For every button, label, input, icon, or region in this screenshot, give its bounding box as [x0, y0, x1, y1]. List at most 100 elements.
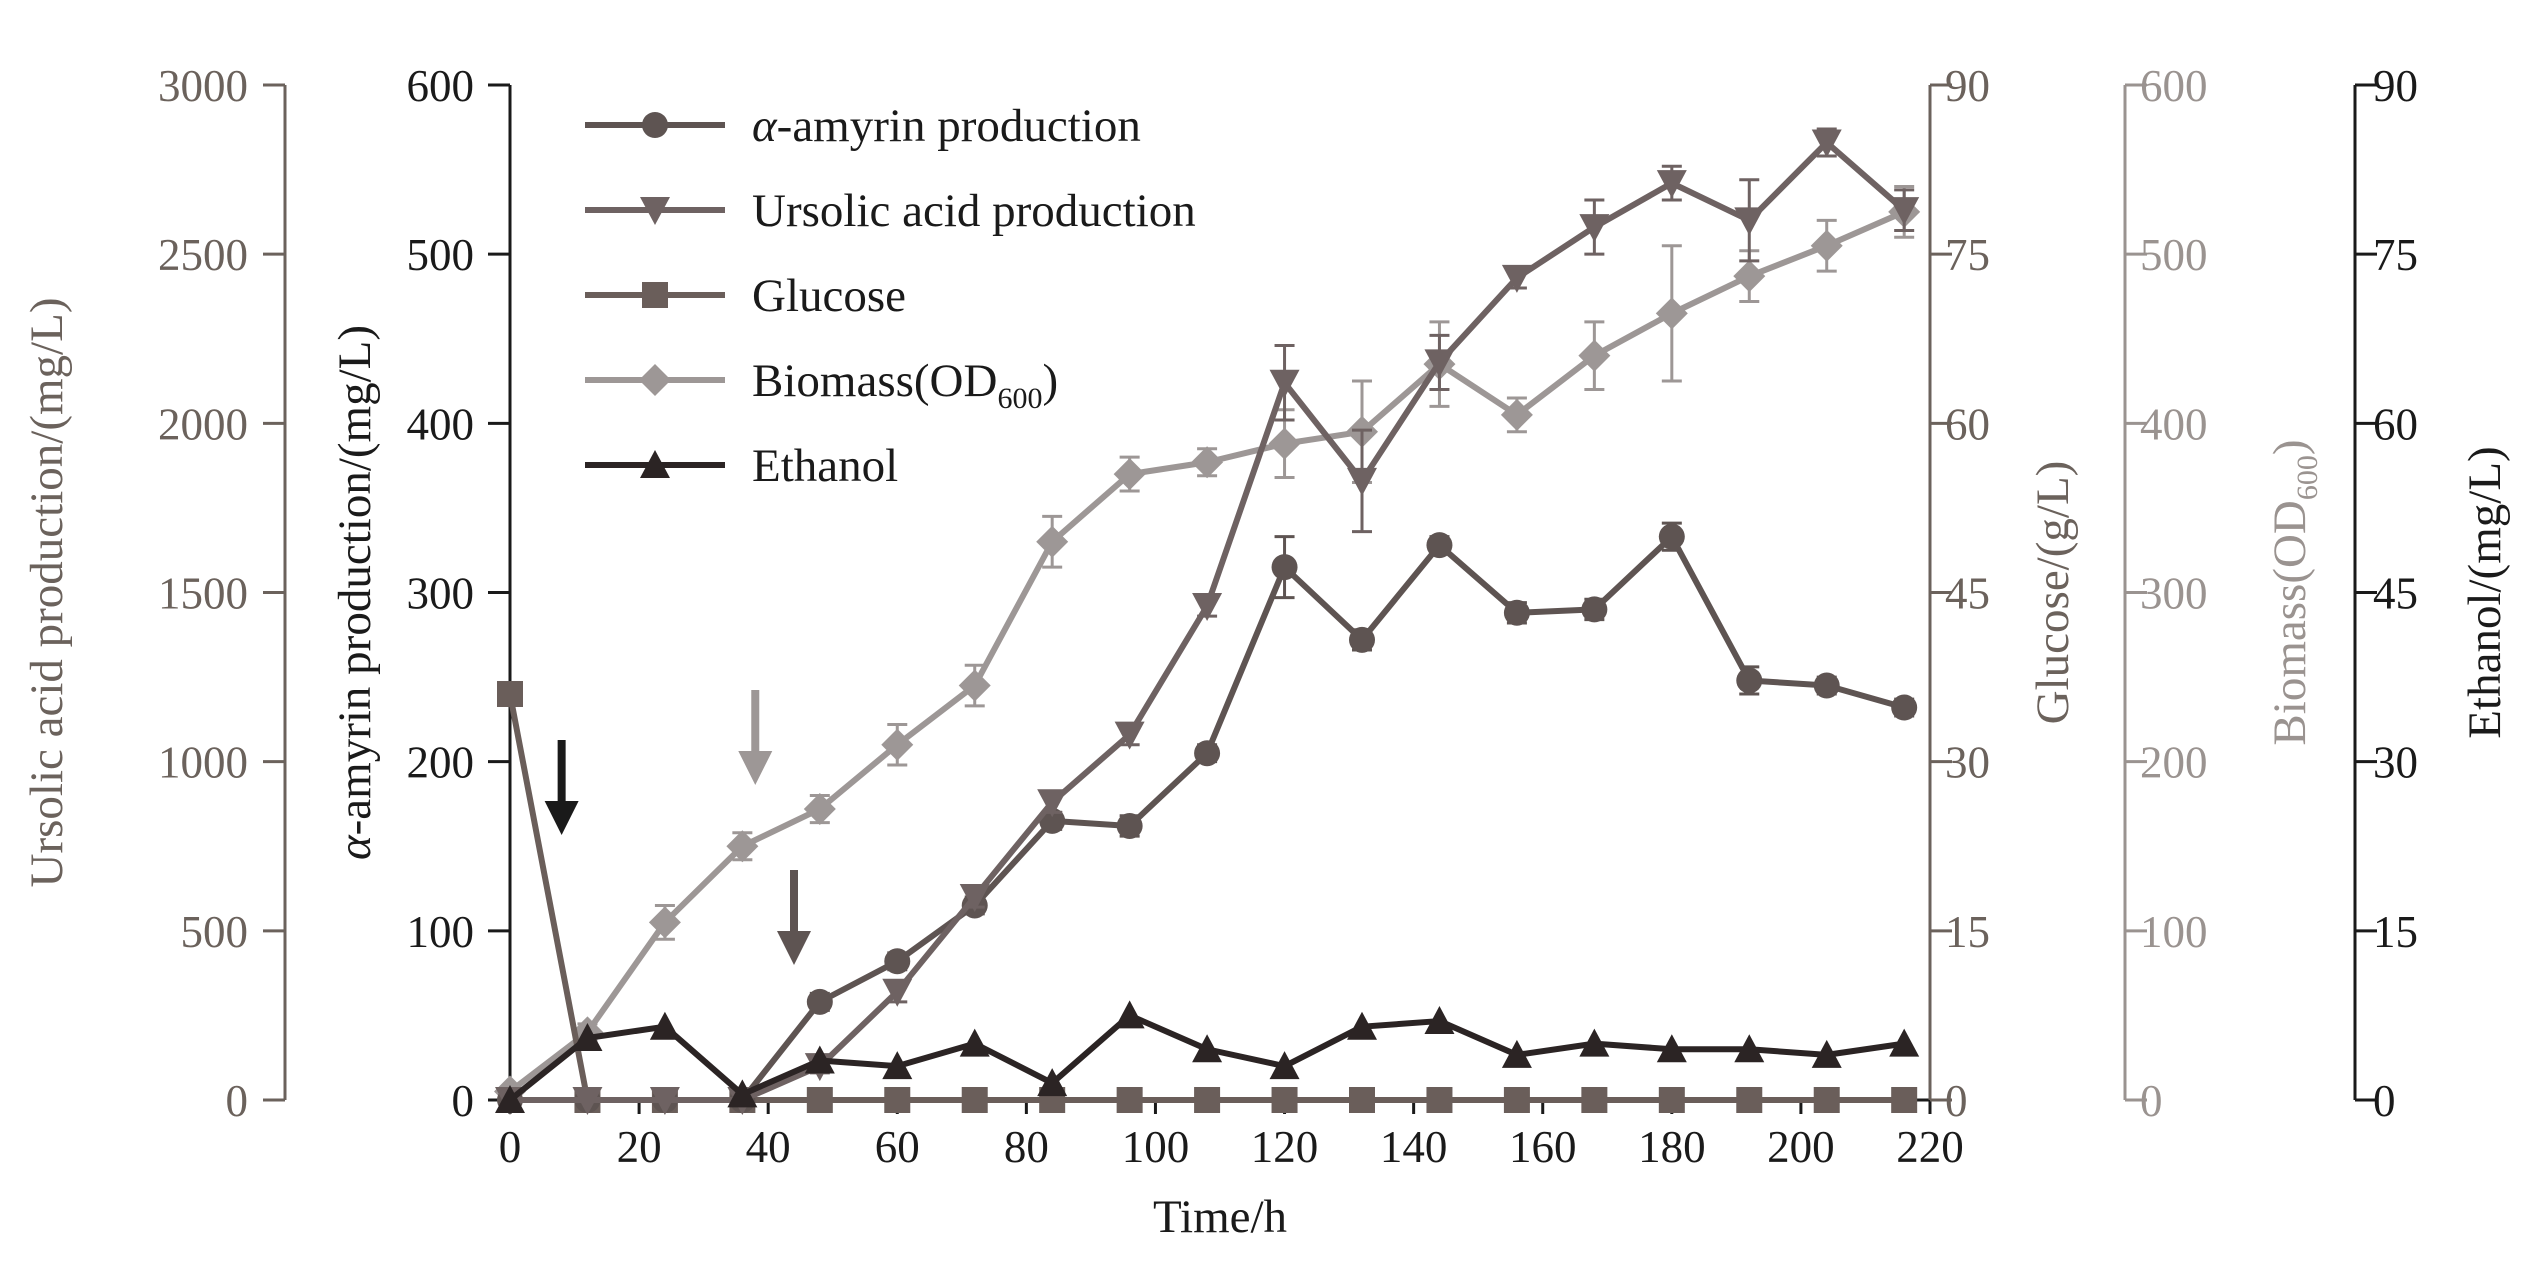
y-tick-label-biomass: 200 — [2140, 738, 2208, 788]
data-point — [648, 906, 681, 939]
data-point — [1581, 596, 1608, 623]
y-tick-label-amyrin: 300 — [407, 569, 475, 619]
y-tick-label-ursolic: 1500 — [158, 569, 248, 619]
data-point — [572, 1087, 603, 1115]
data-point — [497, 681, 523, 707]
y-tick-label-ursolic: 3000 — [158, 61, 248, 111]
data-point — [1268, 427, 1301, 460]
data-point — [1114, 721, 1145, 750]
data-point — [1579, 1028, 1610, 1057]
data-point — [1501, 264, 1532, 293]
x-axis-title: Time/h — [1153, 1191, 1287, 1243]
series-ethanol — [495, 1000, 1920, 1113]
data-point — [1656, 170, 1687, 199]
data-point — [1891, 694, 1918, 721]
y-tick-label-biomass: 500 — [2140, 230, 2208, 280]
x-tick-label: 20 — [617, 1122, 662, 1172]
data-point — [1578, 339, 1611, 372]
x-tick-label: 40 — [746, 1122, 791, 1172]
legend-item: α-amyrin production — [585, 100, 1141, 152]
y-tick-label-ursolic: 1000 — [158, 738, 248, 788]
data-point — [1813, 1087, 1840, 1113]
legend-label: Ethanol — [752, 440, 898, 492]
x-tick-label: 120 — [1251, 1122, 1319, 1172]
y-tick-label-ethanol: 45 — [2373, 569, 2418, 619]
legend-swatch-marker — [642, 112, 668, 138]
y-tick-label-amyrin: 200 — [407, 738, 475, 788]
y-tick-label-biomass: 100 — [2140, 907, 2208, 957]
y-tick-label-biomass: 400 — [2140, 399, 2208, 449]
data-point — [727, 1079, 758, 1108]
data-point — [649, 1011, 680, 1040]
legend-label: α-amyrin production — [752, 100, 1141, 152]
data-point — [1501, 1039, 1532, 1068]
data-point — [1116, 812, 1143, 839]
series-layer — [494, 127, 1921, 1115]
data-point — [1349, 626, 1375, 653]
y-axis-title-main: Biomass(OD — [2264, 500, 2316, 745]
legend-swatch-marker — [639, 364, 671, 396]
data-point — [884, 948, 911, 975]
legend-item: Ursolic acid production — [585, 185, 1196, 237]
data-point — [1424, 1006, 1455, 1035]
series-line — [510, 533, 1906, 1103]
data-point — [1192, 1034, 1223, 1063]
y-tick-label-ursolic: 2000 — [158, 399, 248, 449]
data-point — [1500, 398, 1533, 431]
legend-swatch-marker — [640, 197, 670, 225]
data-point — [1503, 599, 1530, 626]
data-point — [959, 884, 990, 912]
legend-label: Biomass(OD600) — [752, 355, 1058, 415]
legend: α-amyrin production Ursolic acid producti… — [585, 100, 1196, 492]
x-tick-label: 60 — [875, 1122, 920, 1172]
data-point — [1194, 1087, 1221, 1113]
data-point — [1347, 467, 1377, 496]
data-point — [572, 1022, 603, 1051]
annotation-arrow — [544, 740, 579, 835]
data-point — [882, 1051, 913, 1080]
data-point — [1658, 523, 1685, 550]
data-point — [649, 1087, 680, 1115]
x-tick-label: 180 — [1638, 1122, 1706, 1172]
y-axis-title-amyrin: α-amyrin production/(mg/L) — [329, 325, 381, 860]
y-axis-glucose: 0 15 30 45 60 75 90 Glucose/(g/L) — [1928, 61, 2079, 1126]
x-tick-label: 160 — [1509, 1122, 1577, 1172]
data-point — [958, 669, 991, 702]
series-line — [510, 139, 1907, 1103]
legend-swatch-marker — [642, 282, 668, 308]
data-point — [1810, 229, 1843, 262]
x-tick-label: 140 — [1380, 1122, 1448, 1172]
data-point — [804, 1045, 835, 1074]
x-tick-label: 200 — [1767, 1122, 1835, 1172]
annotation-arrow — [738, 690, 773, 785]
data-point — [1655, 297, 1688, 330]
y-axis-title-italic: α — [329, 834, 381, 860]
data-point — [806, 1087, 833, 1113]
data-point — [1736, 667, 1763, 694]
data-point — [1656, 1034, 1687, 1063]
legend-label-rest: -amyrin production — [777, 100, 1141, 152]
axes-layer: 0 20 40 60 80 100 120 140 160 180 200 220 Time/h 0 500… — [21, 61, 2511, 1243]
data-point — [1191, 446, 1224, 479]
y-tick-label-ursolic: 0 — [226, 1076, 249, 1126]
x-tick-label: 0 — [499, 1122, 522, 1172]
data-point — [1114, 1000, 1145, 1029]
data-point — [1811, 129, 1842, 158]
data-point — [1426, 1087, 1453, 1113]
y-tick-label-glucose: 0 — [1945, 1076, 1968, 1126]
legend-label: Ursolic acid production — [752, 185, 1196, 237]
y-tick-label-glucose: 15 — [1945, 907, 1990, 957]
y-axis-title-end: ) — [2264, 439, 2316, 455]
data-point — [1503, 1087, 1530, 1113]
arrow-head — [738, 751, 773, 785]
data-point — [882, 978, 913, 1007]
data-point — [1269, 369, 1300, 398]
x-tick-label: 80 — [1004, 1122, 1049, 1172]
data-point — [1426, 532, 1453, 559]
y-axis-ethanol: 0 15 30 45 60 75 90 Ethanol/(mg/L) — [2353, 61, 2511, 1126]
data-point — [1116, 1087, 1143, 1113]
data-point — [1579, 214, 1610, 243]
x-tick-label: 100 — [1122, 1122, 1190, 1172]
data-point — [1113, 458, 1146, 491]
